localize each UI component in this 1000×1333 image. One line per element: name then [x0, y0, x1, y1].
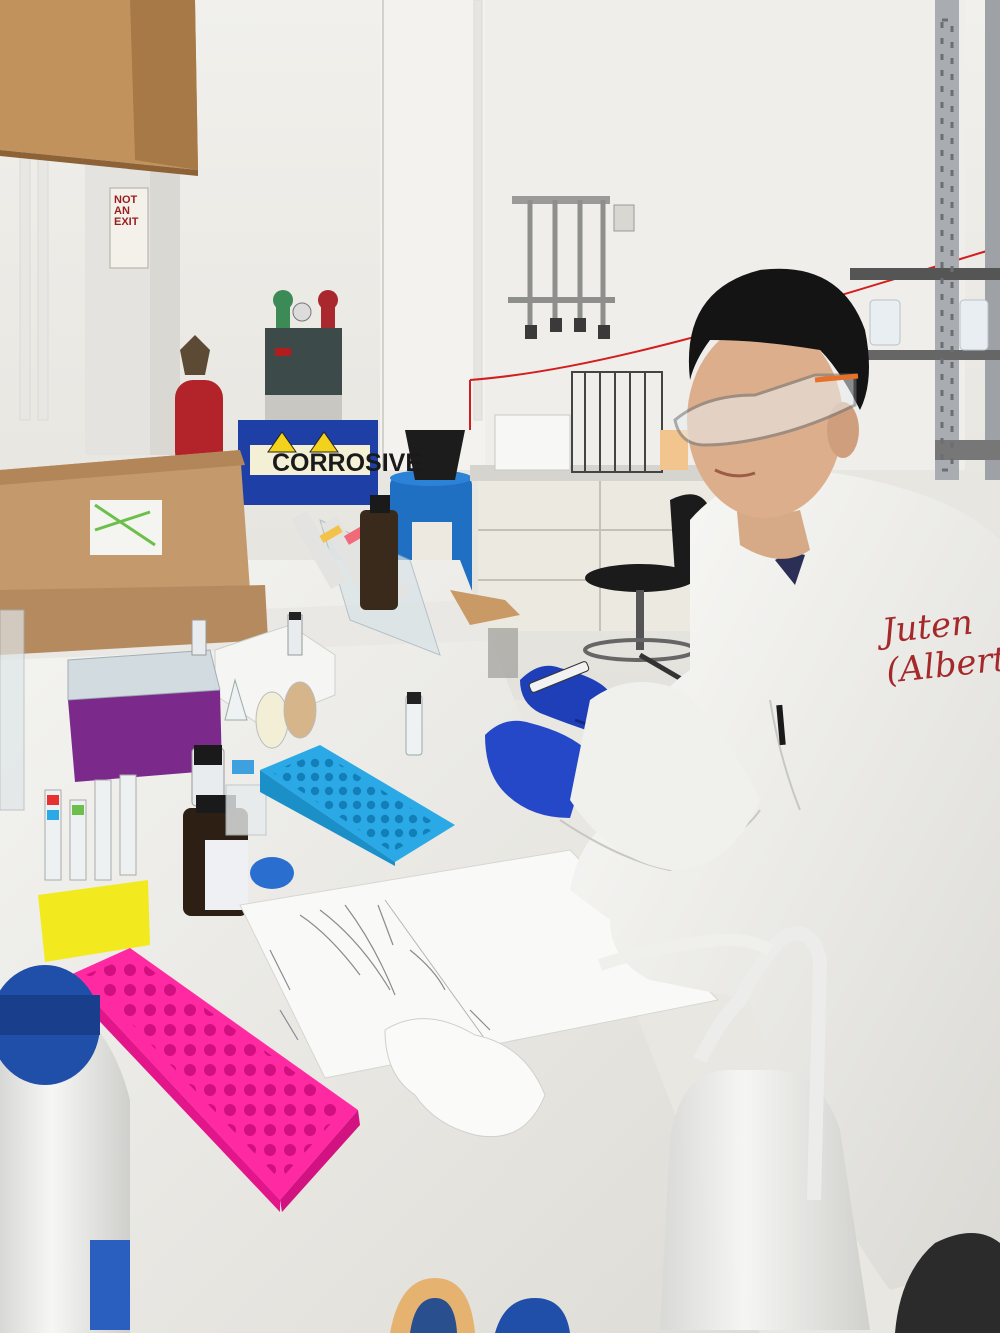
drying-rack — [571, 371, 663, 473]
brown-bottle-back — [360, 495, 398, 610]
exit-sign — [109, 187, 149, 269]
tissue-wipe — [384, 1018, 546, 1138]
metal-shelving — [850, 0, 1000, 480]
glassware-shelf — [869, 299, 989, 351]
red-gas-cylinder — [175, 335, 223, 470]
yellow-tube-rack — [38, 774, 150, 962]
white-tub — [494, 414, 571, 471]
pink-tube-rack — [70, 948, 360, 1212]
corrosive-cabinet — [238, 420, 378, 505]
wash-bottle-left — [0, 965, 130, 1333]
small-vials — [191, 612, 423, 807]
gas-manifold — [508, 196, 615, 330]
purple-box — [67, 649, 222, 782]
glass-cylinder — [0, 609, 25, 811]
glass-beaker — [488, 628, 518, 678]
wall-pillar — [380, 0, 485, 470]
corrosive-label: CORROSIVE — [272, 449, 423, 477]
lab-coat — [570, 471, 1000, 1290]
safety-glasses — [673, 373, 857, 447]
marker-pen — [528, 661, 590, 693]
blue-cap — [250, 857, 294, 889]
exit-sign-text: NOT AN EXIT — [114, 194, 139, 228]
gas-regulators — [273, 290, 338, 330]
wash-bottle-right — [598, 926, 870, 1330]
dark-object — [895, 1233, 1000, 1333]
researcher-head — [673, 268, 869, 518]
tape-rolls — [390, 1278, 570, 1333]
blue-tube-rack — [260, 745, 455, 866]
coat-name-text: Juten (Albert — [880, 602, 1000, 692]
wall-cabinet — [0, 0, 198, 176]
black-funnel — [405, 430, 465, 480]
wall-switch — [613, 204, 635, 232]
researcher — [485, 268, 1000, 1290]
cardboard-box — [0, 450, 268, 655]
